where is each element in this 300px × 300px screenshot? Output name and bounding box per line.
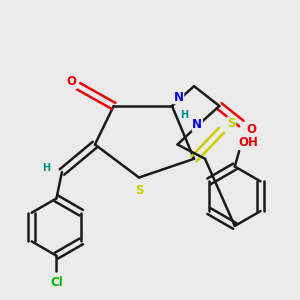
- Text: Cl: Cl: [50, 276, 63, 289]
- Text: S: S: [135, 184, 143, 197]
- Text: S: S: [227, 117, 236, 130]
- Text: H: H: [180, 110, 188, 120]
- Text: N: N: [174, 91, 184, 104]
- Text: O: O: [246, 123, 256, 136]
- Text: N: N: [192, 118, 202, 131]
- Text: O: O: [67, 75, 77, 88]
- Text: OH: OH: [238, 136, 258, 149]
- Text: H: H: [43, 163, 51, 172]
